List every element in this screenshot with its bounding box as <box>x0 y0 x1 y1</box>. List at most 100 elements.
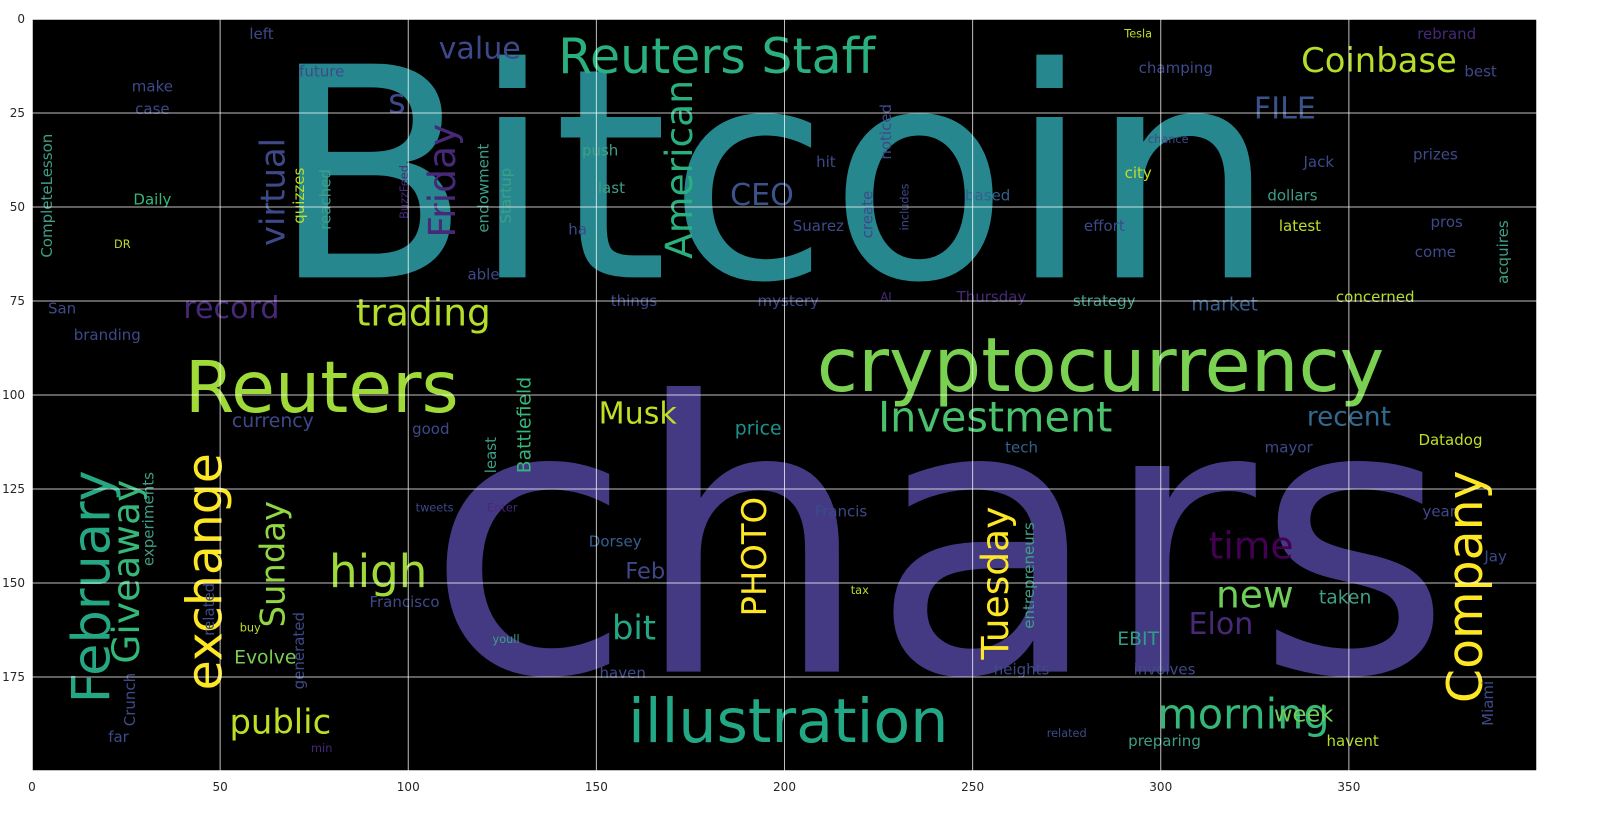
word-preparing: preparing <box>1128 732 1201 750</box>
word-heights: heights <box>994 660 1050 678</box>
word-enter: Enter <box>487 501 518 514</box>
word-noticed: noticed <box>877 104 895 160</box>
word-virtual: virtual <box>253 138 292 246</box>
word-ebit: EBIT <box>1117 629 1159 650</box>
word-daily: Daily <box>133 190 171 208</box>
word-best: best <box>1464 63 1497 81</box>
word-case: case <box>135 100 169 118</box>
word-city: city <box>1125 164 1152 182</box>
word-investment: Investment <box>878 394 1112 442</box>
word-morning: morning <box>1157 691 1329 739</box>
y-tick-label: 100 <box>2 388 25 402</box>
word-reached: reached <box>316 169 334 230</box>
word-tax: tax <box>851 584 869 597</box>
word-youll: youll <box>493 633 520 646</box>
word-left: left <box>249 25 273 43</box>
word-min: min <box>311 742 332 755</box>
word-entrepreneurs: entrepreneurs <box>1020 522 1038 629</box>
word-bitcoin: Bitcoin <box>270 6 1276 347</box>
y-tick-label: 75 <box>10 294 25 308</box>
word-coinbase: Coinbase <box>1301 41 1457 80</box>
x-tick-label: 150 <box>585 780 608 794</box>
word-endowment: endowment <box>475 144 493 233</box>
word-chance: chance <box>1148 133 1189 146</box>
y-tick-label: 175 <box>2 670 25 684</box>
word-related: related <box>200 583 218 636</box>
word-sunday: Sunday <box>253 501 292 627</box>
word-able: able <box>467 266 499 284</box>
y-tick-label: 50 <box>10 200 25 214</box>
word-photo: PHOTO <box>735 497 774 617</box>
word-prizes: prizes <box>1413 145 1458 163</box>
word-least: least <box>482 437 500 473</box>
word-miami: Miami <box>1479 681 1497 726</box>
x-tick-label: 0 <box>28 780 36 794</box>
word-crunch: Crunch <box>121 673 139 726</box>
word-effort: effort <box>1084 217 1125 235</box>
y-tick-label: 25 <box>10 106 25 120</box>
word-last: last <box>598 179 625 197</box>
word-trading: trading <box>356 290 491 334</box>
word-future: future <box>299 63 344 81</box>
word-year: year <box>1422 503 1456 521</box>
word-elon: Elon <box>1189 607 1254 642</box>
word-dorsey: Dorsey <box>589 533 642 551</box>
word-jay: Jay <box>1483 548 1507 566</box>
word-bit: bit <box>612 609 656 648</box>
y-tick-label: 125 <box>2 482 25 496</box>
y-tick-label: 150 <box>2 576 25 590</box>
word-friday: Friday <box>420 124 464 238</box>
word-dollars: dollars <box>1267 187 1317 205</box>
word-jack: Jack <box>1302 153 1334 171</box>
word-champing: champing <box>1139 59 1213 77</box>
word-good: good <box>412 420 449 438</box>
word-haven: haven <box>600 664 646 682</box>
x-tick-label: 200 <box>773 780 796 794</box>
word-s: s <box>388 82 406 121</box>
x-tick-label: 100 <box>397 780 420 794</box>
word-based: based <box>965 187 1010 205</box>
word-push: push <box>582 142 618 160</box>
x-tick-label: 350 <box>1337 780 1360 794</box>
word-file: FILE <box>1254 92 1316 127</box>
word-havent: havent <box>1327 732 1379 750</box>
word-ai: AI <box>881 291 892 304</box>
word-pros: pros <box>1431 213 1464 231</box>
word-evolve: Evolve <box>234 648 296 669</box>
word-feb: Feb <box>625 559 665 585</box>
word-buy: buy <box>240 622 261 635</box>
word-latest: latest <box>1279 217 1321 235</box>
word-battlefield: Battlefield <box>514 377 535 473</box>
word-thursday: Thursday <box>956 288 1027 306</box>
word-make: make <box>132 78 173 96</box>
word-suarez: Suarez <box>793 217 844 235</box>
word-tesla: Tesla <box>1123 28 1152 41</box>
word-involves: involves <box>1134 660 1196 678</box>
plot-frame <box>31 18 1538 772</box>
word-dr: DR <box>114 238 131 251</box>
word-illustration: illustration <box>628 687 948 757</box>
word-time: time <box>1209 523 1294 567</box>
word-high: high <box>329 545 427 598</box>
word-company: Company <box>1437 470 1494 703</box>
word-tweets: tweets <box>416 501 454 514</box>
word-february: February <box>62 470 123 703</box>
word-experiments: experiments <box>140 472 158 566</box>
word-musk: Musk <box>599 396 678 431</box>
word-currency: currency <box>232 411 314 432</box>
word-new: new <box>1216 572 1294 616</box>
word-mayor: mayor <box>1265 439 1314 457</box>
word-ha: ha <box>568 221 587 239</box>
word-buzzfeed: BuzzFeed <box>398 165 411 219</box>
word-concerned: concerned <box>1336 288 1415 306</box>
word-exchange: exchange <box>177 453 234 690</box>
word-generated: generated <box>290 612 308 689</box>
word-public: public <box>229 703 331 742</box>
word-price: price <box>735 418 782 439</box>
word-cryptocurrency: cryptocurrency <box>817 321 1385 409</box>
word-completelesson: CompleteLesson <box>38 134 56 258</box>
word-market: market <box>1191 294 1258 315</box>
word-taken: taken <box>1319 588 1372 609</box>
